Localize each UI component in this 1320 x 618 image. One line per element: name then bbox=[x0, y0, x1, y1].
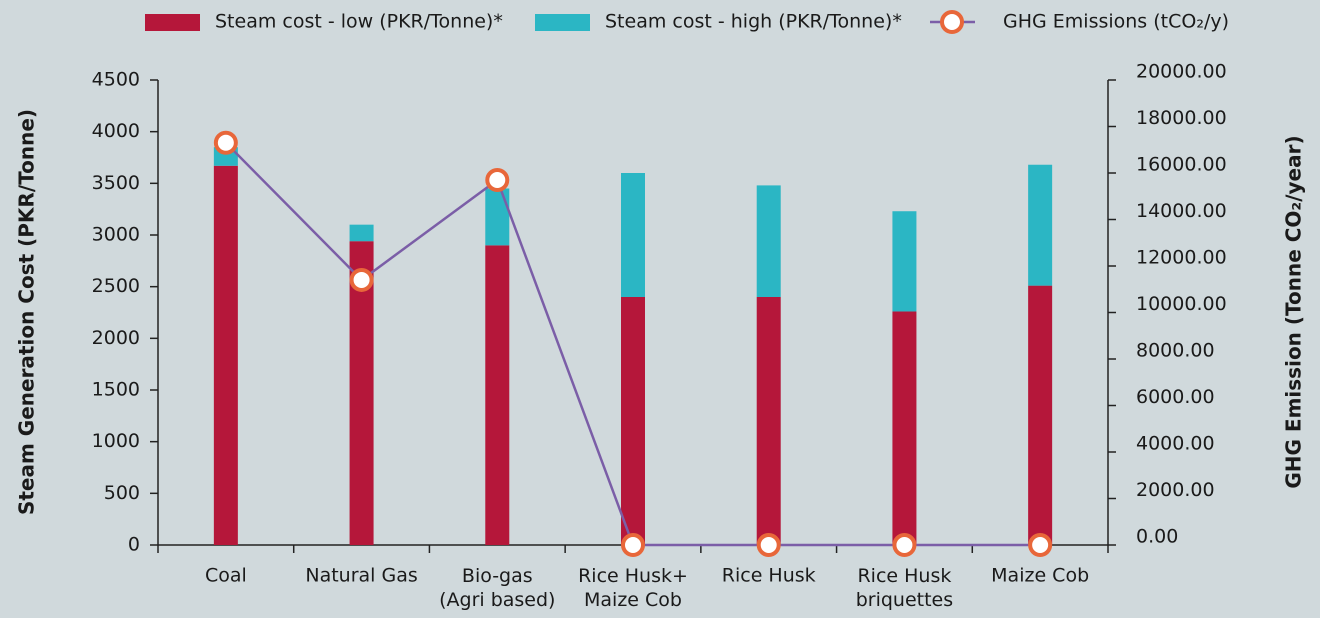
y2-tick-label: 18000.00 bbox=[1136, 107, 1227, 129]
y-tick-label: 4500 bbox=[92, 69, 140, 91]
bar-segment bbox=[349, 224, 374, 242]
line-marker bbox=[756, 533, 781, 557]
bar-segment bbox=[892, 311, 917, 545]
y2-tick-label: 4000.00 bbox=[1136, 433, 1215, 455]
y2-tick-label: 10000.00 bbox=[1136, 293, 1227, 315]
line-marker bbox=[349, 267, 374, 292]
x-tick-label: Bio-gas (Agri based) bbox=[439, 565, 555, 611]
y2-tick-label: 14000.00 bbox=[1136, 200, 1227, 222]
legend-label: GHG Emissions (tCO₂/y) bbox=[1003, 11, 1229, 33]
y-tick-label: 0 bbox=[128, 534, 140, 556]
y-tick-label: 500 bbox=[104, 482, 140, 504]
bar-segment bbox=[756, 297, 781, 545]
y2-axis-title: GHG Emission (Tonne CO₂/year) bbox=[1282, 135, 1306, 488]
bar-segment bbox=[485, 188, 510, 246]
bar-segment bbox=[621, 297, 645, 545]
x-tick-label: Natural Gas bbox=[305, 565, 417, 587]
y-tick-label: 2000 bbox=[92, 327, 140, 349]
y-tick-label: 1000 bbox=[92, 430, 140, 452]
legend-label: Steam cost - high (PKR/Tonne)* bbox=[605, 11, 902, 33]
y-tick-label: 1500 bbox=[92, 379, 140, 401]
bar-segment bbox=[621, 173, 645, 297]
y2-tick-label: 6000.00 bbox=[1136, 386, 1215, 408]
x-tick-label: Maize Cob bbox=[991, 565, 1089, 587]
y2-tick-label: 0.00 bbox=[1136, 526, 1178, 548]
legend-swatch bbox=[535, 14, 590, 31]
y2-tick-label: 16000.00 bbox=[1136, 154, 1227, 176]
bar-segment bbox=[213, 165, 238, 545]
line-marker bbox=[485, 167, 510, 192]
x-tick-label: Coal bbox=[205, 565, 247, 587]
line-marker bbox=[621, 533, 645, 557]
bar-segment bbox=[485, 245, 510, 546]
bar-segment bbox=[1028, 164, 1053, 286]
y-tick-label: 2500 bbox=[92, 275, 140, 297]
line-marker bbox=[213, 130, 238, 155]
y-tick-label: 4000 bbox=[92, 120, 140, 142]
y-tick-label: 3000 bbox=[92, 224, 140, 246]
line-marker bbox=[1028, 533, 1053, 557]
legend-marker bbox=[940, 10, 964, 34]
y-axis-title: Steam Generation Cost (PKR/Tonne) bbox=[15, 109, 39, 515]
bar-segment bbox=[756, 185, 781, 297]
legend-swatch bbox=[145, 14, 200, 31]
y2-tick-label: 20000.00 bbox=[1136, 61, 1227, 83]
legend-label: Steam cost - low (PKR/Tonne)* bbox=[215, 11, 503, 33]
y-tick-label: 3500 bbox=[92, 172, 140, 194]
bar-segment bbox=[892, 211, 917, 312]
x-tick-label: Rice Husk+ Maize Cob bbox=[578, 565, 688, 611]
y2-tick-label: 12000.00 bbox=[1136, 247, 1227, 269]
y2-tick-label: 2000.00 bbox=[1136, 479, 1215, 501]
line-marker bbox=[892, 533, 917, 557]
bar-segment bbox=[1028, 285, 1053, 545]
x-tick-label: Rice Husk briquettes bbox=[856, 565, 953, 611]
y2-tick-label: 8000.00 bbox=[1136, 340, 1215, 362]
x-tick-label: Rice Husk bbox=[722, 565, 816, 587]
